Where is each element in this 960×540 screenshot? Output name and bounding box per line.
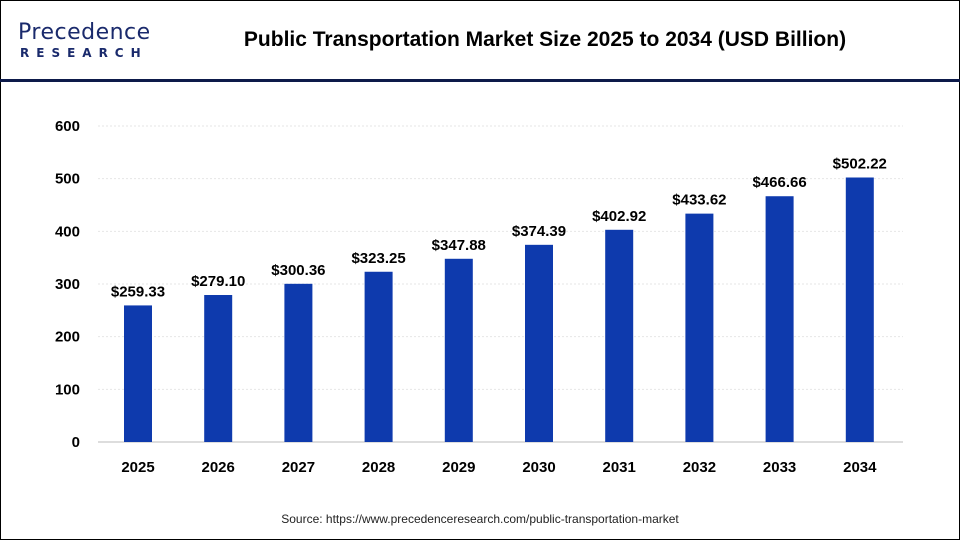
y-tick-label: 300 xyxy=(55,276,80,293)
header: Precedence RESEARCH Public Transportatio… xyxy=(0,0,960,82)
x-tick-label: 2033 xyxy=(763,459,796,476)
logo-line2: RESEARCH xyxy=(20,46,148,60)
x-tick-label: 2028 xyxy=(362,459,395,476)
data-label: $433.62 xyxy=(672,192,726,209)
data-label: $279.10 xyxy=(191,273,245,290)
x-tick-label: 2032 xyxy=(683,459,716,476)
data-label: $466.66 xyxy=(752,174,806,191)
y-tick-label: 200 xyxy=(55,329,80,346)
bar xyxy=(444,258,473,442)
x-tick-label: 2034 xyxy=(843,459,877,476)
y-tick-label: 400 xyxy=(55,223,80,240)
logo-line1: Precedence xyxy=(18,20,151,45)
y-tick-label: 500 xyxy=(55,171,80,188)
bar xyxy=(685,213,714,442)
x-tick-label: 2027 xyxy=(282,459,315,476)
data-label: $502.22 xyxy=(833,155,887,172)
bar xyxy=(845,177,874,442)
x-tick-label: 2031 xyxy=(603,459,636,476)
bar xyxy=(124,305,152,442)
y-tick-label: 0 xyxy=(72,434,80,451)
bar xyxy=(765,196,794,442)
data-label: $347.88 xyxy=(432,237,486,254)
precedence-research-logo: Precedence RESEARCH xyxy=(18,20,158,62)
data-label: $374.39 xyxy=(512,223,566,240)
bar xyxy=(605,229,634,442)
data-label: $323.25 xyxy=(351,250,405,267)
y-tick-label: 100 xyxy=(55,381,80,398)
data-label: $300.36 xyxy=(271,262,325,279)
bar xyxy=(525,244,553,442)
x-tick-label: 2030 xyxy=(522,459,555,476)
bar xyxy=(204,295,233,442)
bar xyxy=(364,271,393,442)
x-tick-label: 2025 xyxy=(121,459,154,476)
y-tick-label: 600 xyxy=(55,118,80,135)
data-label: $402.92 xyxy=(592,208,646,225)
source-text: Source: https://www.precedenceresearch.c… xyxy=(281,512,679,526)
chart-title: Public Transportation Market Size 2025 t… xyxy=(243,28,847,51)
bar xyxy=(284,283,313,442)
x-tick-label: 2029 xyxy=(442,459,475,476)
x-tick-label: 2026 xyxy=(202,459,235,476)
data-label: $259.33 xyxy=(111,283,165,300)
